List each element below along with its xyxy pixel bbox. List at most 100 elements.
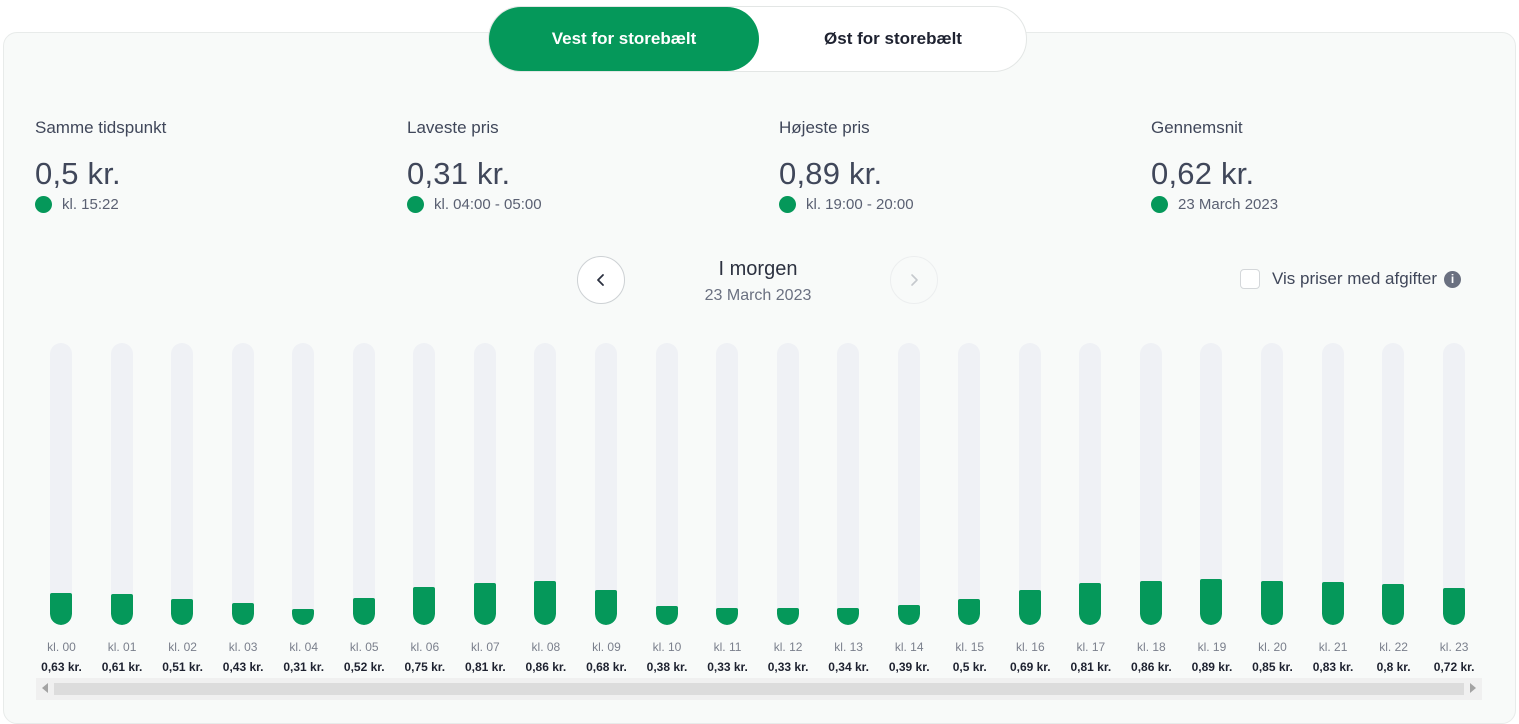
bar-price-label: 0,43 kr.: [222, 660, 264, 674]
bar-price-label: 0,83 kr.: [1312, 660, 1354, 674]
scroll-left-arrow-icon[interactable]: [42, 683, 48, 693]
bar-price-label: 0,68 kr.: [586, 660, 627, 674]
bar-price-label: 0,63 kr.: [41, 660, 82, 674]
bar-track: [292, 343, 315, 625]
vat-toggle[interactable]: Vis priser med afgifter i: [1240, 269, 1462, 289]
chevron-right-icon: [911, 274, 918, 286]
bar-track: [1382, 343, 1405, 625]
bar-hour-label: kl. 06: [410, 640, 440, 654]
bar-track: [534, 343, 557, 625]
prices-card: [3, 32, 1516, 724]
bar-track: [1261, 343, 1283, 625]
bar-hour-label: kl. 13: [834, 640, 863, 654]
green-dot-icon: [779, 196, 796, 213]
stat-label: Højeste pris: [779, 118, 870, 137]
bar-fill: [837, 608, 860, 625]
bar-track: [1321, 343, 1344, 625]
stat-sub: kl. 04:00 - 05:00: [434, 196, 542, 213]
bar-fill: [655, 606, 678, 625]
bar-hour-label: kl. 04: [289, 640, 319, 654]
bar-track: [958, 343, 981, 625]
bar-fill: [1018, 590, 1041, 625]
bar-track: [352, 343, 375, 625]
bar-track: [1018, 343, 1041, 625]
bar-track: [50, 343, 72, 625]
bar-fill: [594, 590, 617, 625]
bar-hour-label: kl. 14: [894, 640, 924, 654]
stat-value: 0,62 kr.: [1151, 156, 1255, 191]
bar-fill: [534, 581, 557, 625]
bar-fill: [776, 608, 799, 625]
stat-sub: 23 March 2023: [1178, 196, 1279, 213]
stat-label: Gennemsnit: [1151, 118, 1243, 137]
bar-hour-label: kl. 15: [955, 640, 985, 654]
scrollbar-thumb[interactable]: [54, 683, 1464, 695]
bar-price-label: 0,81 kr.: [464, 660, 506, 674]
bar-hour-label: kl. 16: [1015, 640, 1045, 654]
bar-hour-label: kl. 17: [1076, 640, 1106, 654]
vat-checkbox[interactable]: [1240, 269, 1260, 289]
green-dot-icon: [407, 196, 424, 213]
stat-value: 0,5 kr.: [35, 156, 121, 191]
bar-track: [1200, 343, 1223, 625]
bar-fill: [716, 608, 739, 625]
stat-value: 0,31 kr.: [407, 156, 511, 191]
stat-label: Samme tidspunkt: [35, 118, 167, 137]
east-region-tab[interactable]: Øst for storebælt: [824, 29, 962, 48]
bar-price-label: 0,75 kr.: [404, 660, 446, 674]
bar-fill: [1382, 584, 1405, 625]
bar-hour-label: kl. 23: [1439, 640, 1469, 654]
bar-fill: [292, 609, 315, 625]
stat-lowest-price: Laveste pris 0,31 kr. kl. 04:00 - 05:00: [407, 118, 542, 213]
bar-price-label: 0,31 kr.: [283, 660, 325, 674]
scroll-right-arrow-icon[interactable]: [1470, 683, 1476, 693]
info-icon[interactable]: i: [1444, 270, 1462, 288]
bar-price-label: 0,51 kr.: [162, 660, 203, 674]
region-toggle: Vest for storebælt Øst for storebælt: [488, 6, 1027, 72]
stat-sub: kl. 19:00 - 20:00: [806, 196, 914, 213]
bar-hour-label: kl. 08: [531, 640, 561, 654]
stat-same-time: Samme tidspunkt 0,5 kr. kl. 15:22: [35, 118, 166, 213]
bar-hour-label: kl. 09: [592, 640, 621, 654]
bar-hour-label: kl. 11: [713, 640, 742, 654]
next-day-button[interactable]: [890, 256, 938, 304]
bar-fill: [897, 605, 920, 625]
bar-fill: [1079, 583, 1102, 625]
bar-track: [655, 343, 678, 625]
bar-fill: [352, 598, 375, 625]
bar-price-label: 0,69 kr.: [1009, 660, 1051, 674]
green-dot-icon: [35, 196, 52, 213]
bar-track: [897, 343, 920, 625]
bar-fill: [110, 594, 133, 625]
bar-price-label: 0,89 kr.: [1191, 660, 1233, 674]
bar-track: [716, 343, 739, 625]
bar-price-label: 0,8 kr.: [1376, 660, 1411, 674]
bar-price-label: 0,34 kr.: [828, 660, 869, 674]
stat-value: 0,89 kr.: [779, 156, 883, 191]
bar-fill: [1200, 579, 1223, 625]
bar-price-label: 0,72 kr.: [1433, 660, 1475, 674]
bar-price-label: 0,33 kr.: [707, 660, 748, 674]
bar-price-label: 0,61 kr.: [101, 660, 143, 674]
bar-track: [837, 343, 860, 625]
west-region-tab[interactable]: Vest for storebælt: [489, 7, 759, 71]
bar-hour-label: kl. 00: [47, 640, 76, 654]
bar-price-label: 0,38 kr.: [646, 660, 688, 674]
bar-hour-label: kl. 07: [471, 640, 500, 654]
bar-fill: [1442, 588, 1465, 625]
bar-fill: [473, 583, 496, 625]
bar-hour-label: kl. 05: [349, 640, 379, 654]
bar-hour-label: kl. 03: [228, 640, 258, 654]
bar-hour-label: kl. 22: [1379, 640, 1408, 654]
bar-price-label: 0,39 kr.: [888, 660, 930, 674]
bar-price-label: 0,52 kr.: [343, 660, 385, 674]
bar-track: [110, 343, 133, 625]
day-date: 23 March 2023: [704, 287, 812, 304]
bar-track: [1139, 343, 1162, 625]
bar-track: [171, 343, 194, 625]
previous-day-button[interactable]: [577, 256, 625, 304]
bar-track: [231, 343, 254, 625]
bar-price-label: 0,5 kr.: [952, 660, 987, 674]
horizontal-scrollbar[interactable]: [36, 678, 1482, 700]
bar-fill: [231, 603, 254, 625]
